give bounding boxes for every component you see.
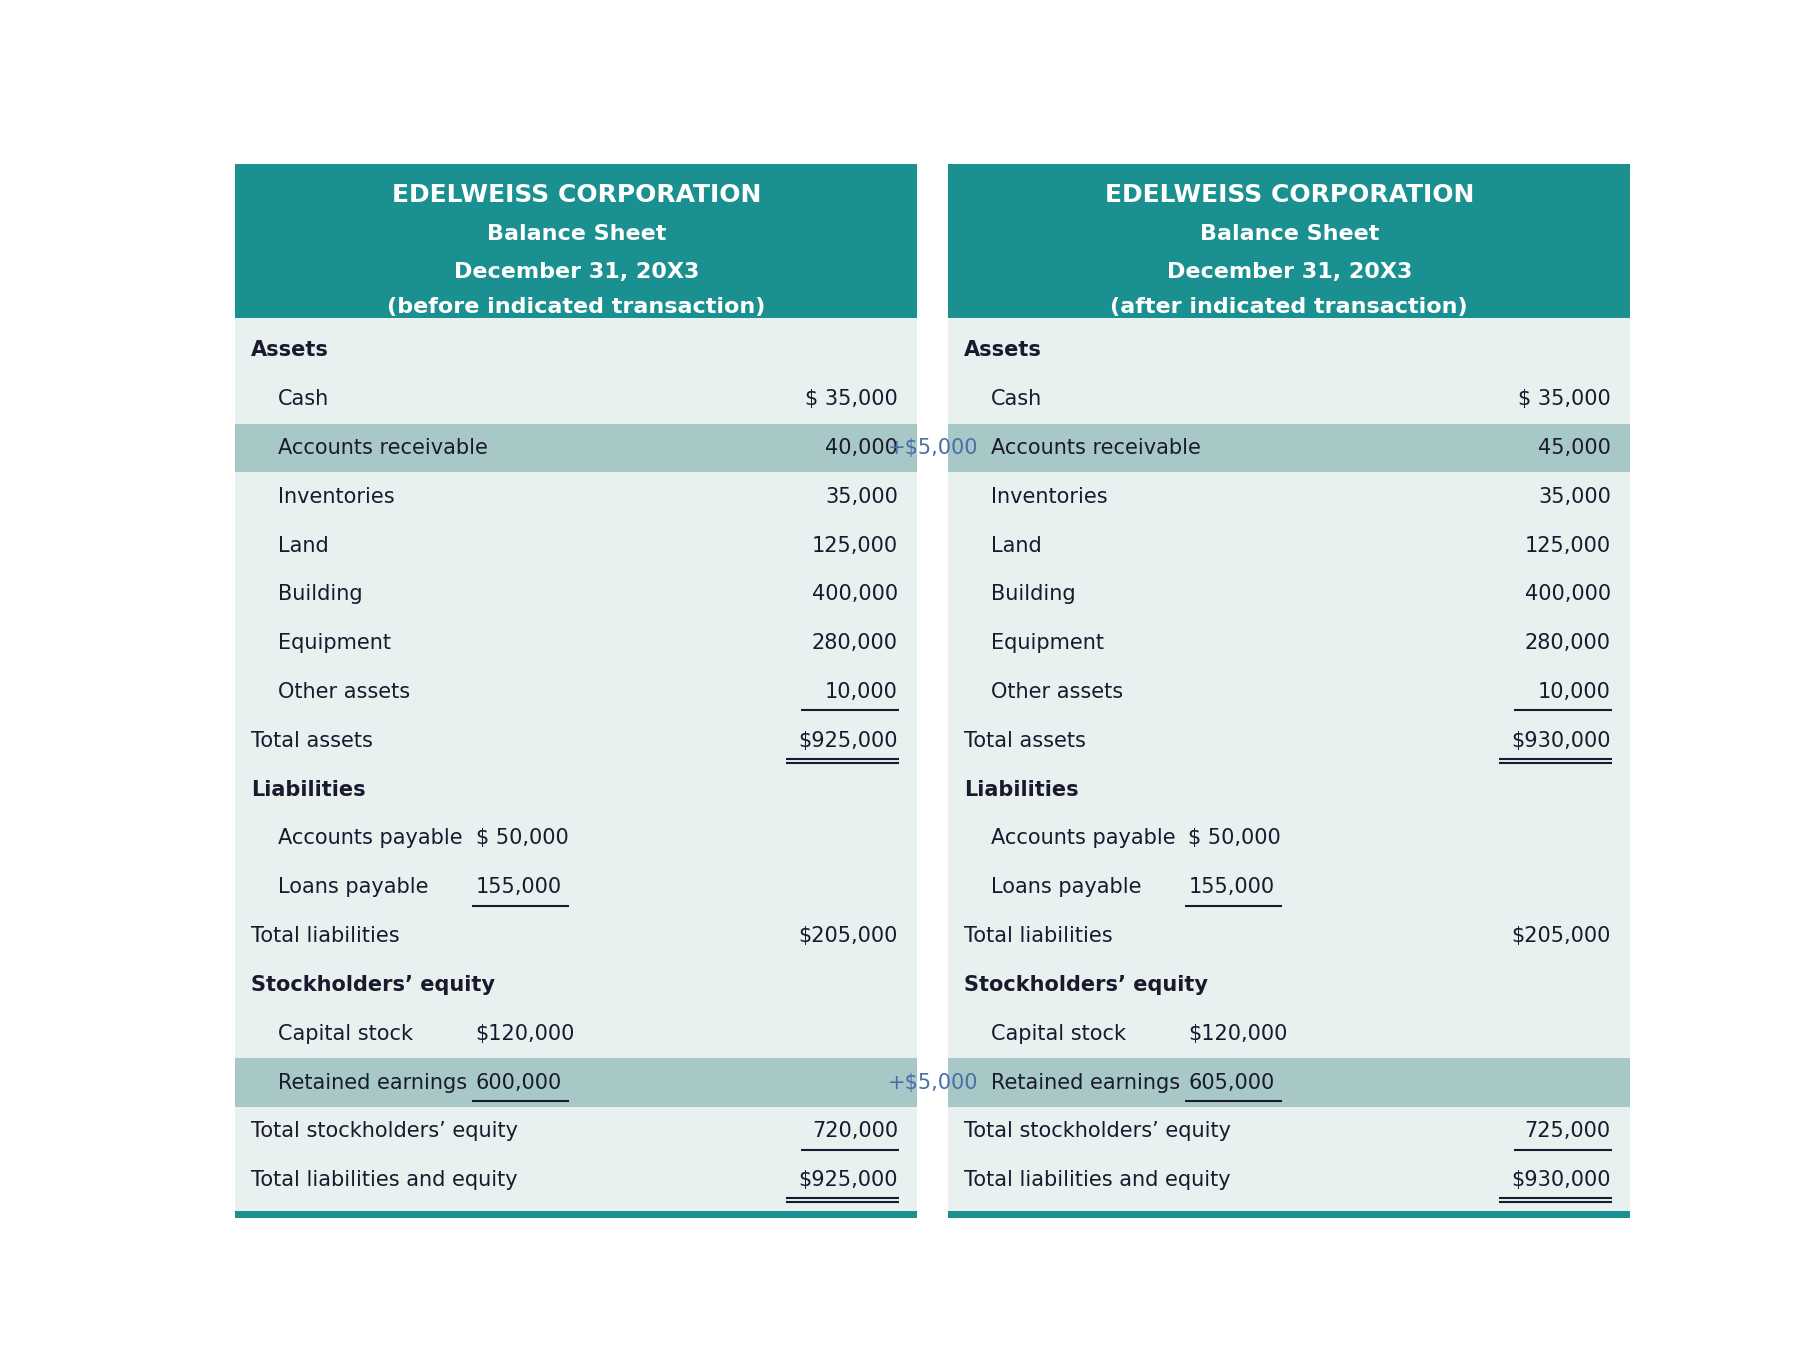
Text: 155,000: 155,000: [475, 878, 562, 897]
Text: December 31, 20X3: December 31, 20X3: [1167, 261, 1412, 282]
Bar: [948, 1058, 1631, 1108]
Text: $120,000: $120,000: [1188, 1024, 1289, 1043]
Text: Equipment: Equipment: [990, 634, 1105, 653]
Text: $120,000: $120,000: [475, 1024, 575, 1043]
Text: Accounts receivable: Accounts receivable: [278, 438, 488, 459]
Text: 35,000: 35,000: [824, 487, 897, 507]
Text: 40,000: 40,000: [824, 438, 897, 459]
Text: Accounts payable: Accounts payable: [990, 828, 1176, 849]
Text: Capital stock: Capital stock: [990, 1024, 1127, 1043]
Bar: [948, 1210, 1631, 1218]
Bar: [235, 1058, 917, 1108]
Text: 720,000: 720,000: [812, 1121, 897, 1142]
Text: Building: Building: [990, 585, 1076, 605]
Bar: [235, 1210, 917, 1218]
Text: 10,000: 10,000: [1538, 682, 1611, 702]
Text: (after indicated transaction): (after indicated transaction): [1110, 297, 1469, 316]
Text: 35,000: 35,000: [1538, 487, 1611, 507]
Text: $930,000: $930,000: [1511, 731, 1611, 750]
Text: Liabilities: Liabilities: [251, 780, 366, 799]
Text: Inventories: Inventories: [990, 487, 1108, 507]
Text: 155,000: 155,000: [1188, 878, 1274, 897]
Text: Retained earnings: Retained earnings: [990, 1072, 1179, 1092]
Text: EDELWEISS CORPORATION: EDELWEISS CORPORATION: [1105, 183, 1474, 207]
Text: Accounts payable: Accounts payable: [278, 828, 462, 849]
Text: Total assets: Total assets: [251, 731, 373, 750]
Text: 280,000: 280,000: [812, 634, 897, 653]
Text: Other assets: Other assets: [278, 682, 410, 702]
Text: Cash: Cash: [278, 389, 329, 409]
Text: Total stockholders’ equity: Total stockholders’ equity: [965, 1121, 1230, 1142]
Text: Stockholders’ equity: Stockholders’ equity: [251, 975, 495, 995]
Text: Balance Sheet: Balance Sheet: [1199, 223, 1380, 244]
Text: 125,000: 125,000: [1525, 535, 1611, 556]
Text: December 31, 20X3: December 31, 20X3: [453, 261, 699, 282]
Text: Retained earnings: Retained earnings: [278, 1072, 468, 1092]
Text: Land: Land: [278, 535, 329, 556]
Text: 400,000: 400,000: [812, 585, 897, 605]
Text: Equipment: Equipment: [278, 634, 391, 653]
Text: Total liabilities and equity: Total liabilities and equity: [251, 1170, 517, 1190]
Text: Loans payable: Loans payable: [278, 878, 428, 897]
Text: 280,000: 280,000: [1525, 634, 1611, 653]
Text: Land: Land: [990, 535, 1041, 556]
Text: Total liabilities: Total liabilities: [251, 925, 399, 946]
Text: $ 35,000: $ 35,000: [1518, 389, 1611, 409]
Text: 725,000: 725,000: [1525, 1121, 1611, 1142]
Text: $ 50,000: $ 50,000: [475, 828, 568, 849]
Text: $ 50,000: $ 50,000: [1188, 828, 1281, 849]
Text: Total liabilities: Total liabilities: [965, 925, 1112, 946]
Text: $ 35,000: $ 35,000: [804, 389, 897, 409]
Text: Balance Sheet: Balance Sheet: [486, 223, 666, 244]
Bar: [235, 318, 917, 1213]
Text: Liabilities: Liabilities: [965, 780, 1079, 799]
Text: Other assets: Other assets: [990, 682, 1123, 702]
Bar: [235, 423, 917, 472]
Text: Total stockholders’ equity: Total stockholders’ equity: [251, 1121, 517, 1142]
Text: $930,000: $930,000: [1511, 1170, 1611, 1190]
Text: 10,000: 10,000: [824, 682, 897, 702]
Bar: [235, 164, 917, 318]
Bar: [948, 318, 1631, 1213]
Text: Loans payable: Loans payable: [990, 878, 1141, 897]
Text: Total assets: Total assets: [965, 731, 1085, 750]
Text: 125,000: 125,000: [812, 535, 897, 556]
Bar: [948, 164, 1631, 318]
Text: 400,000: 400,000: [1525, 585, 1611, 605]
Text: (before indicated transaction): (before indicated transaction): [388, 297, 766, 316]
Text: $205,000: $205,000: [799, 925, 897, 946]
Text: Building: Building: [278, 585, 362, 605]
Text: 45,000: 45,000: [1538, 438, 1611, 459]
Text: $205,000: $205,000: [1511, 925, 1611, 946]
Text: $925,000: $925,000: [799, 1170, 897, 1190]
Text: Total liabilities and equity: Total liabilities and equity: [965, 1170, 1230, 1190]
Text: Assets: Assets: [965, 341, 1041, 360]
Text: 600,000: 600,000: [475, 1072, 562, 1092]
Text: Accounts receivable: Accounts receivable: [990, 438, 1201, 459]
Text: Inventories: Inventories: [278, 487, 395, 507]
Text: Cash: Cash: [990, 389, 1043, 409]
Text: Stockholders’ equity: Stockholders’ equity: [965, 975, 1208, 995]
Text: 605,000: 605,000: [1188, 1072, 1274, 1092]
Text: +$5,000: +$5,000: [888, 1072, 977, 1092]
Text: Assets: Assets: [251, 341, 329, 360]
Text: $925,000: $925,000: [799, 731, 897, 750]
Text: Capital stock: Capital stock: [278, 1024, 413, 1043]
Bar: [948, 423, 1631, 472]
Text: +$5,000: +$5,000: [888, 438, 977, 459]
Text: EDELWEISS CORPORATION: EDELWEISS CORPORATION: [391, 183, 761, 207]
